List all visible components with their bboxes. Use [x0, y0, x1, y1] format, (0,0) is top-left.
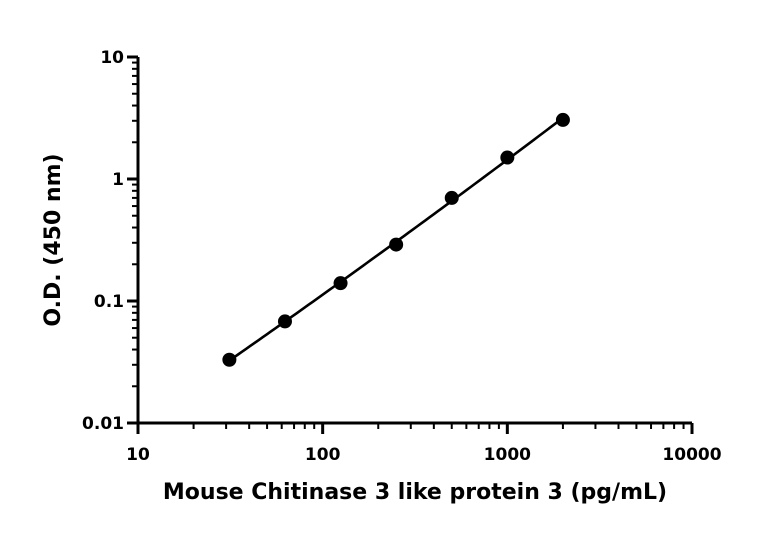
x-axis-tick-labels: 10 100 1000 10000: [126, 445, 722, 465]
x-tick-label: 10: [126, 445, 150, 465]
x-tick-label: 1000: [484, 445, 531, 465]
data-point: [277, 314, 292, 329]
y-axis-title: O.D. (450 nm): [41, 153, 66, 326]
data-point: [389, 237, 404, 252]
y-axis-tick-labels: 10 1 0.1 0.01: [82, 48, 124, 434]
x-tick-label: 10000: [662, 445, 721, 465]
x-axis-ticks: [136, 423, 694, 434]
data-point: [500, 150, 515, 165]
y-axis-ticks: [127, 55, 138, 425]
x-tick-label: 100: [305, 445, 341, 465]
axes: [136, 57, 692, 425]
x-axis-title: Mouse Chitinase 3 like protein 3 (pg/mL): [163, 480, 667, 505]
y-tick-label: 0.1: [94, 292, 124, 312]
data-point: [222, 352, 237, 367]
y-tick-label: 1: [112, 170, 124, 190]
y-tick-label: 0.01: [82, 414, 124, 434]
data-point: [555, 112, 570, 127]
y-tick-label: 10: [100, 48, 124, 68]
data-point: [333, 276, 348, 291]
data-points: [222, 112, 570, 367]
data-point: [444, 190, 459, 205]
